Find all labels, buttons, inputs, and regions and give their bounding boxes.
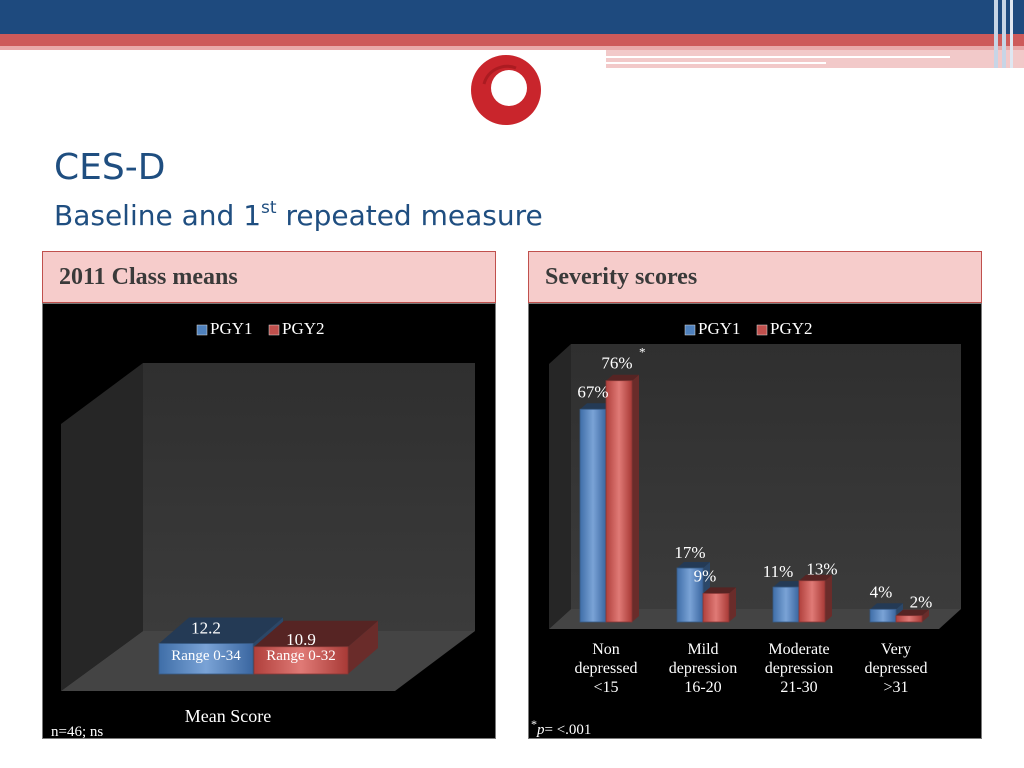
- top-navy-band: [0, 0, 1024, 34]
- left-panel-header: 2011 Class means: [42, 251, 496, 303]
- bar-pgy2: [253, 646, 349, 675]
- legend-swatch-pgy1: [196, 324, 208, 336]
- bar-pgy2-3-side: [922, 609, 929, 622]
- bar-pgy1-top: [159, 617, 283, 644]
- bar-pgy1-0-top: [580, 403, 613, 410]
- x-axis-category-label: depression: [765, 660, 833, 677]
- bar-pgy2-2: [798, 580, 826, 623]
- bar-pgy1-2-top: [773, 581, 806, 588]
- bar-pgy1-1: [676, 567, 704, 623]
- x-axis-category-label: Moderate: [768, 641, 829, 658]
- bar-pgy2-0: [605, 380, 633, 623]
- x-axis-category-label: <15: [593, 679, 618, 696]
- red-stripe: [0, 34, 1024, 46]
- legend-swatch-pgy2: [756, 324, 768, 336]
- bar-pgy1-3: [869, 608, 897, 623]
- white-line-2: [606, 62, 826, 64]
- bar-pgy2-3-top: [896, 609, 929, 616]
- x-axis-category-label: Very: [881, 641, 911, 658]
- bar-pgy2-side: [348, 620, 378, 674]
- bar-pgy2-top: [254, 620, 378, 647]
- data-label: 67%: [577, 382, 608, 401]
- right-chart-panel: PGY1 PGY2 67% 17% 11% 4% 76% 9% 13% 2% * Non depress…: [528, 303, 982, 739]
- chart-back-wall: [143, 363, 475, 631]
- x-axis-category-label: depressed: [574, 660, 637, 677]
- bar-pgy2-0-side: [632, 374, 639, 622]
- x-axis-category-label: depressed: [864, 660, 927, 677]
- data-label: 17%: [674, 543, 705, 562]
- bar-pgy2-1-side: [729, 587, 736, 622]
- bar-pgy2-1-top: [703, 587, 736, 594]
- bar-pgy2-2-top: [799, 574, 832, 581]
- data-label: 13%: [806, 560, 837, 579]
- bar-pgy1-0: [579, 408, 607, 623]
- bar-pgy1-1-top: [677, 562, 710, 569]
- footnote: *p= <.001: [531, 717, 591, 738]
- chart-side-wall: [549, 344, 571, 629]
- legend-label-pgy2: PGY2: [282, 319, 325, 338]
- footnote: n=46; ns: [51, 724, 103, 738]
- footnote-value: = <.001: [545, 722, 592, 738]
- legend-swatch-pgy2: [268, 324, 280, 336]
- bar-pgy1-3-top: [870, 603, 903, 610]
- x-axis-category-label: >31: [883, 679, 908, 696]
- data-label: 76%: [601, 354, 632, 373]
- pink-stripe: [0, 46, 1024, 50]
- legend-label-pgy1: PGY1: [698, 319, 741, 338]
- x-axis-category-label: 21-30: [780, 679, 817, 696]
- accent-bar-2: [1002, 0, 1006, 68]
- bar-range-label: Range 0-34: [171, 648, 241, 664]
- x-axis-category-label: Mild: [687, 641, 718, 658]
- legend-swatch-pgy1: [684, 324, 696, 336]
- data-label: 10.9: [286, 630, 316, 649]
- data-label: 11%: [763, 562, 794, 581]
- footnote-p: p: [536, 722, 545, 738]
- x-axis-category-label: Mean Score: [185, 706, 271, 726]
- bar-pgy1: [158, 643, 254, 675]
- severity-scores-chart: PGY1 PGY2 67% 17% 11% 4% 76% 9% 13% 2% * Non depress…: [531, 319, 961, 738]
- slide-subtitle: Baseline and 1st repeated measure: [54, 198, 543, 232]
- accent-bar-1: [994, 0, 998, 68]
- data-label: 2%: [910, 593, 933, 612]
- significance-asterisk: *: [639, 345, 646, 360]
- chart-back-wall: [571, 344, 961, 609]
- right-panel-header: Severity scores: [528, 251, 982, 303]
- x-axis-category-label: depression: [669, 660, 737, 677]
- data-label: 12.2: [191, 619, 221, 638]
- chart-side-wall: [61, 363, 143, 691]
- x-axis-category-label: Non: [592, 641, 620, 658]
- light-stripe: [606, 50, 1024, 68]
- chart-floor: [549, 609, 961, 629]
- bar-range-label: Range 0-32: [266, 648, 336, 664]
- brand-logo: [471, 55, 541, 125]
- bar-pgy2-1: [702, 593, 730, 623]
- x-axis-category-label: 16-20: [684, 679, 721, 696]
- white-line-1: [606, 56, 950, 58]
- footnote-asterisk: *: [531, 717, 537, 731]
- bar-pgy2-2-side: [825, 574, 832, 622]
- legend-label-pgy1: PGY1: [210, 319, 253, 338]
- data-label: 4%: [870, 582, 893, 601]
- data-label: 9%: [694, 566, 717, 585]
- bar-pgy2-0-top: [606, 374, 639, 381]
- legend-label-pgy2: PGY2: [770, 319, 813, 338]
- accent-bar-3: [1010, 0, 1013, 68]
- slide-title: CES-D: [54, 147, 166, 188]
- bar-pgy1-2: [772, 586, 800, 623]
- left-chart-panel: PGY1 PGY2 Range 0-34 12.2 Range 0-32 10.9 Mean…: [42, 303, 496, 740]
- bar-pgy2-3: [895, 615, 923, 623]
